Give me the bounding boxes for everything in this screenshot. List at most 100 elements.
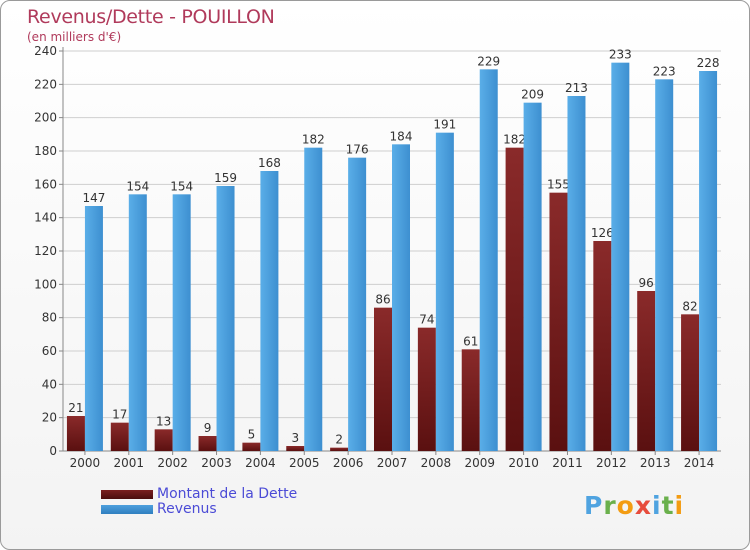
- debt-bar: [110, 422, 129, 451]
- revenue-value-label: 159: [214, 171, 237, 185]
- debt-value-label: 3: [291, 431, 299, 445]
- debt-bar: [286, 446, 305, 451]
- logo-letter: P: [584, 491, 604, 520]
- chart-subtitle: (en milliers d'€): [27, 30, 122, 44]
- x-tick-label: 2014: [684, 456, 715, 470]
- y-tick-label: 160: [34, 177, 57, 191]
- debt-value-label: 5: [248, 428, 256, 442]
- revenue-value-label: 147: [82, 191, 105, 205]
- debt-bar: [198, 436, 217, 451]
- revenue-value-label: 223: [653, 64, 676, 78]
- x-tick-label: 2010: [508, 456, 539, 470]
- revenue-value-label: 229: [477, 54, 500, 68]
- debt-value-label: 9: [204, 421, 212, 435]
- revenue-value-label: 182: [302, 133, 325, 147]
- x-tick-label: 2008: [421, 456, 452, 470]
- revenue-bar: [348, 157, 367, 451]
- revenue-value-label: 184: [390, 129, 413, 143]
- chart-title: Revenus/Dette - POUILLON: [27, 6, 275, 28]
- x-tick-label: 2004: [245, 456, 276, 470]
- y-tick-label: 20: [42, 411, 57, 425]
- debt-value-label: 182: [503, 133, 526, 147]
- logo-letter: o: [616, 491, 635, 520]
- x-tick-label: 2002: [157, 456, 188, 470]
- debt-value-label: 2: [335, 433, 343, 447]
- logo-letter: i: [652, 491, 662, 520]
- debt-bar: [461, 349, 480, 451]
- revenue-bar: [84, 206, 103, 451]
- revenue-value-label: 168: [258, 156, 281, 170]
- legend-swatch-revenue: [101, 505, 153, 514]
- logo-letter: i: [674, 491, 685, 520]
- legend: Montant de la Dette Revenus: [101, 487, 297, 517]
- x-tick-label: 2000: [70, 456, 101, 470]
- x-tick-label: 2011: [552, 456, 583, 470]
- revenue-bar: [172, 194, 191, 452]
- legend-label-debt: Montant de la Dette: [157, 486, 298, 502]
- proxiti-logo: Proxiti: [584, 491, 684, 520]
- x-tick-label: 2013: [640, 456, 671, 470]
- x-tick-label: 2007: [377, 456, 408, 470]
- y-tick-label: 200: [34, 111, 57, 125]
- x-tick-label: 2005: [289, 456, 320, 470]
- debt-value-label: 86: [375, 293, 390, 307]
- legend-item-debt: Montant de la Dette: [101, 487, 297, 502]
- revenue-value-label: 154: [126, 179, 149, 193]
- debt-bar: [549, 192, 568, 451]
- revenue-value-label: 209: [521, 88, 544, 102]
- debt-value-label: 61: [463, 334, 478, 348]
- revenue-value-label: 213: [565, 81, 588, 95]
- revenue-value-label: 154: [170, 179, 193, 193]
- y-tick-label: 60: [42, 344, 57, 358]
- debt-value-label: 155: [547, 178, 570, 192]
- logo-letter: x: [634, 491, 652, 520]
- revenue-bar: [655, 79, 674, 451]
- debt-value-label: 82: [682, 299, 697, 313]
- debt-value-label: 13: [156, 414, 171, 428]
- y-tick-label: 220: [34, 77, 57, 91]
- x-tick-label: 2009: [464, 456, 495, 470]
- debt-value-label: 17: [112, 408, 127, 422]
- debt-bar: [593, 241, 612, 451]
- revenue-bar: [216, 186, 235, 451]
- revenue-bar: [435, 132, 454, 451]
- legend-swatch-debt: [101, 490, 153, 499]
- revenue-value-label: 233: [609, 48, 632, 62]
- debt-bar: [66, 416, 85, 451]
- revenue-bar: [479, 69, 498, 451]
- debt-value-label: 74: [419, 313, 434, 327]
- debt-bar: [505, 147, 524, 451]
- revenue-bar: [699, 71, 718, 451]
- logo-letter: r: [603, 491, 617, 520]
- revenue-bar: [392, 144, 410, 452]
- x-tick-label: 2012: [596, 456, 627, 470]
- debt-bar: [154, 429, 173, 451]
- x-tick-label: 2003: [201, 456, 232, 470]
- legend-label-revenue: Revenus: [157, 501, 217, 517]
- y-tick-label: 40: [42, 377, 57, 391]
- legend-item-revenue: Revenus: [101, 502, 297, 517]
- debt-value-label: 21: [68, 401, 83, 415]
- revenue-value-label: 176: [346, 143, 369, 157]
- revenue-bar: [567, 96, 586, 451]
- revenue-bar: [128, 194, 147, 452]
- debt-value-label: 126: [591, 226, 614, 240]
- revenue-value-label: 228: [697, 56, 720, 70]
- debt-bar: [374, 307, 392, 451]
- debt-value-label: 96: [639, 276, 654, 290]
- y-tick-label: 80: [42, 311, 57, 325]
- debt-bar: [330, 447, 349, 451]
- y-tick-label: 100: [34, 277, 57, 291]
- revenue-bar: [523, 102, 542, 452]
- revenue-value-label: 191: [433, 118, 456, 132]
- debt-bar: [637, 291, 656, 451]
- revenue-bar: [611, 62, 630, 452]
- debt-bar: [681, 314, 700, 451]
- debt-bar: [242, 442, 261, 451]
- revenue-bar: [260, 171, 279, 451]
- logo-letter: t: [661, 491, 675, 520]
- x-tick-label: 2001: [114, 456, 145, 470]
- y-tick-label: 180: [34, 144, 57, 158]
